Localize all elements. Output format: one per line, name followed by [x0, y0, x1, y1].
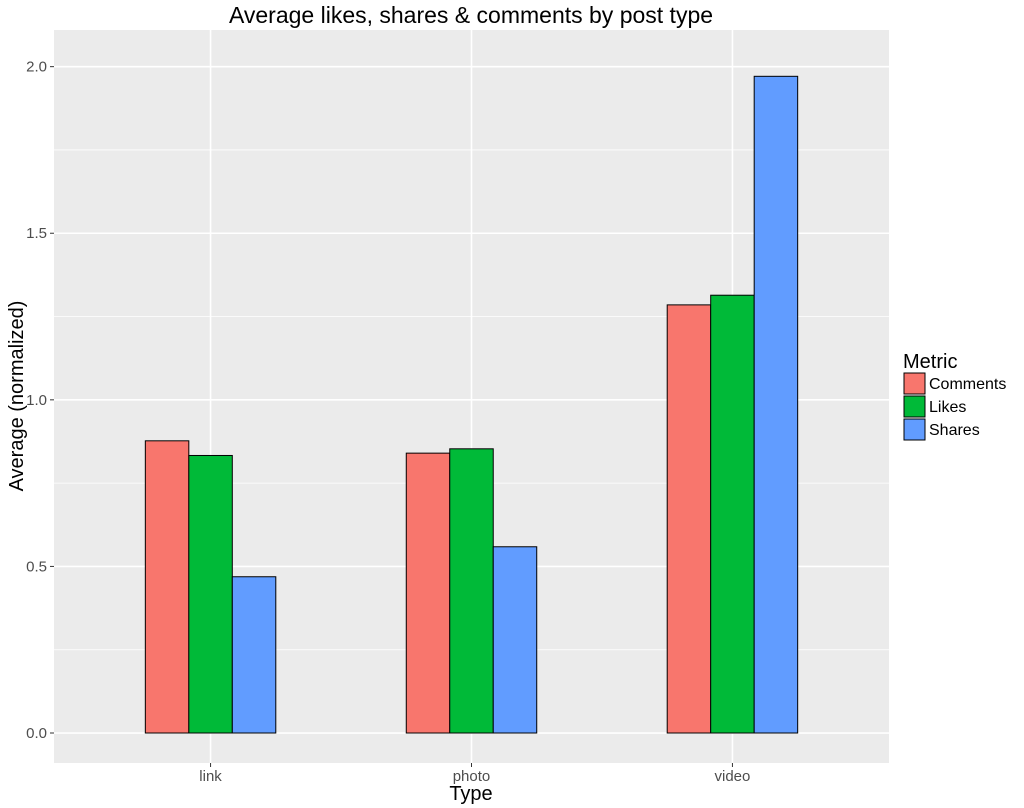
bar-shares-photo	[492, 546, 538, 734]
bar-shares-video	[753, 75, 799, 734]
y-axis-title: Average (normalized)	[6, 301, 28, 492]
bar-comments-video	[666, 304, 712, 734]
x-axis-title: Type	[449, 783, 492, 805]
y-tick-label: 1.0	[26, 392, 47, 409]
y-tick-label: 0.0	[26, 725, 47, 742]
bar-likes-photo	[449, 448, 494, 734]
y-tick-label: 1.5	[26, 225, 47, 242]
y-tick-label: 0.5	[26, 558, 47, 575]
bar-shares-link	[231, 576, 277, 734]
x-tick-label: photo	[453, 768, 491, 785]
legend-label-shares: Shares	[929, 422, 980, 439]
y-axis-ticks: 0.0 0.5 1.0 1.5 2.0	[26, 59, 54, 742]
y-tick-label: 2.0	[26, 59, 47, 76]
bar-likes-link	[188, 454, 233, 734]
chart-title: Average likes, shares & comments by post…	[229, 2, 713, 28]
legend-label-likes: Likes	[929, 399, 966, 416]
bar-comments-photo	[405, 452, 451, 734]
legend-swatch-likes	[903, 395, 926, 418]
legend-title: Metric	[903, 351, 957, 373]
legend: Metric Comments Likes Shares	[903, 351, 1006, 441]
legend-swatch-shares	[903, 418, 926, 441]
x-tick-label: link	[199, 768, 222, 785]
x-axis-ticks: link photo video	[199, 763, 750, 785]
x-tick-label: video	[715, 768, 751, 785]
legend-label-comments: Comments	[929, 376, 1006, 393]
bar-likes-video	[710, 294, 755, 734]
bars	[144, 75, 799, 734]
legend-swatch-comments	[903, 372, 926, 395]
bar-comments-link	[144, 440, 190, 734]
